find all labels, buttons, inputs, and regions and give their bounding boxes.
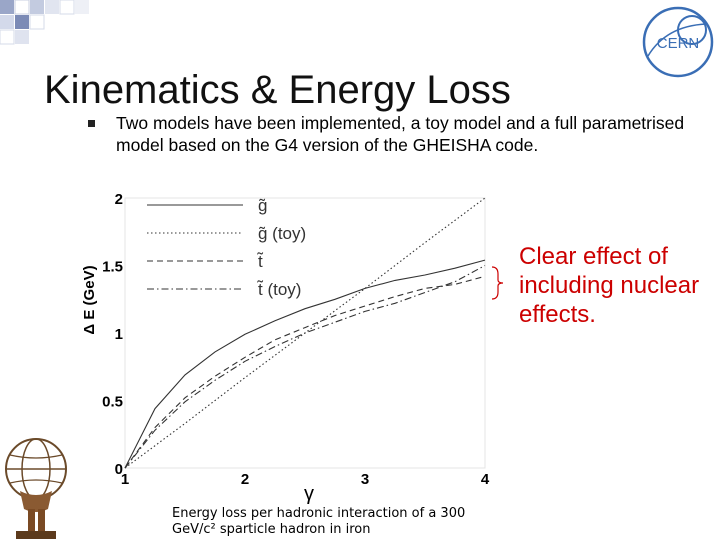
cern-logo-text: CERN (657, 35, 700, 52)
callout-text: Clear effect of including nuclear effect… (519, 243, 700, 328)
x-tick-label: 4 (481, 471, 490, 488)
x-tick-label: 3 (361, 471, 369, 488)
legend-label: t̃ (toy) (256, 280, 301, 299)
series-line (124, 259, 486, 469)
series-line (124, 275, 486, 469)
y-tick-label: 0.5 (102, 394, 123, 411)
x-tick-label: 2 (241, 471, 249, 488)
legend-label: g̃ (258, 196, 267, 215)
energy-loss-chart: 0 0.5 1 1.5 2 1 2 3 4 g̃ g̃ (toy) t̃ t̃ (toy) Δ E … (81, 191, 490, 505)
series-line (124, 265, 486, 469)
legend-label: g̃ (toy) (258, 224, 306, 243)
bullet-icon (88, 120, 95, 127)
y-axis-label: Δ E (GeV) (81, 265, 98, 334)
y-tick-label: 0 (115, 461, 123, 478)
decorative-squares-icon (0, 0, 89, 45)
bullet-text: Two models have been implemented, a toy … (116, 113, 685, 155)
legend-label: t̃ (256, 252, 263, 271)
slide-title: Kinematics & Energy Loss (44, 68, 511, 112)
figure-caption: Energy loss per hadronic interaction of … (172, 506, 466, 537)
atlas-figure-icon (5, 438, 67, 539)
y-tick-label: 2 (115, 191, 123, 208)
x-axis-label: γ (304, 483, 314, 505)
x-tick-label: 1 (121, 471, 129, 488)
brace-icon (491, 266, 504, 300)
y-tick-label: 1.5 (102, 259, 123, 276)
y-tick-label: 1 (115, 326, 123, 343)
cern-logo: CERN (636, 0, 720, 84)
